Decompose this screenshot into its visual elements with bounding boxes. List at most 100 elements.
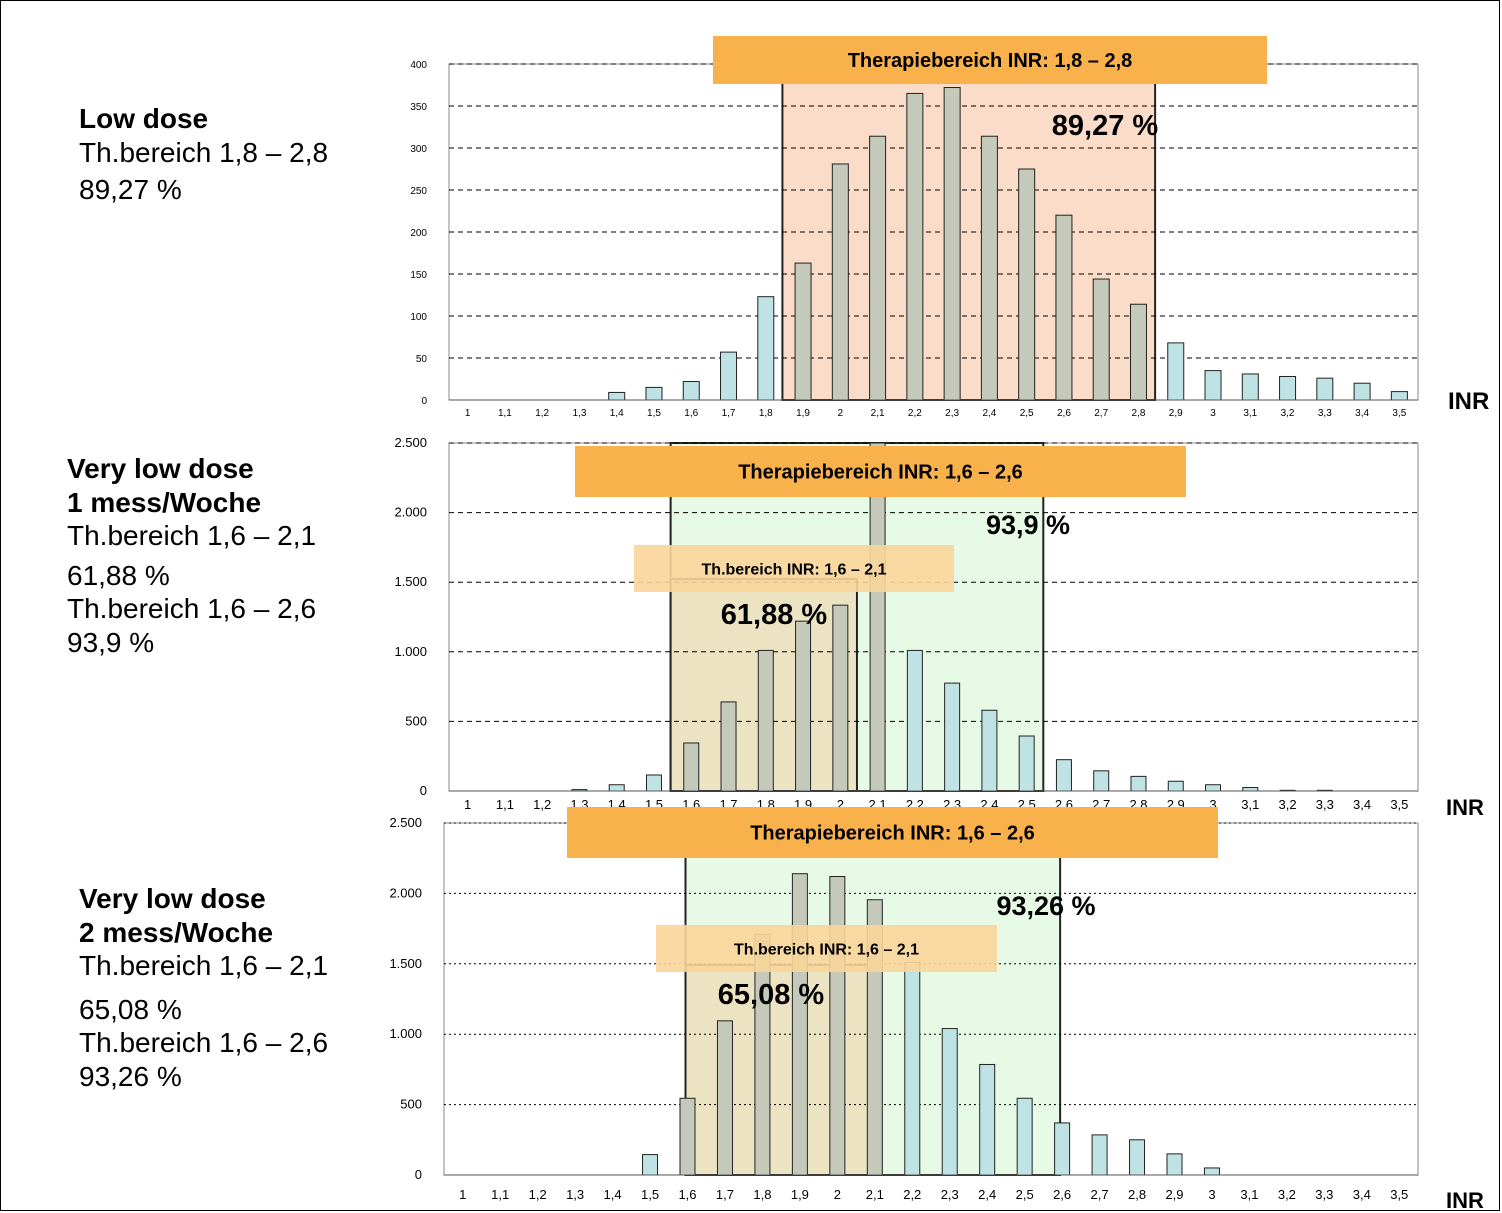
bar-3 — [1203, 1167, 1220, 1176]
bar-2-9 — [1167, 342, 1185, 401]
range-percent-1: 89,27 % — [1052, 110, 1159, 142]
x-tick-label: 2,5 — [1016, 1187, 1034, 1202]
x-tick-label: 2,9 — [1165, 1187, 1183, 1202]
bar-2-1 — [869, 135, 887, 401]
bar-2-2 — [906, 649, 923, 792]
x-tick-label: 1,7 — [722, 408, 736, 419]
y-tick-label: 350 — [410, 102, 427, 113]
bar-1-7 — [720, 701, 737, 792]
range-percent-1: 93,26 % — [996, 891, 1095, 921]
x-tick-label: 1,6 — [684, 408, 698, 419]
x-tick-label: 2,8 — [1132, 408, 1146, 419]
bar-3-3 — [1316, 377, 1334, 401]
x-tick-label: 1,2 — [533, 797, 551, 812]
bar-2-4 — [981, 709, 998, 792]
bar-2-8 — [1129, 303, 1147, 401]
bar-1-4 — [608, 784, 625, 792]
x-tick-label: 1,5 — [641, 1187, 659, 1202]
x-tick-label: 3 — [1209, 797, 1216, 812]
very-low-dose-2-percent2: 93,26 % — [79, 1060, 182, 1092]
x-tick-label: 2,4 — [978, 1187, 996, 1202]
therapy-range-banner — [575, 446, 1186, 497]
x-axis-label: INR — [1448, 388, 1489, 415]
bar-2-4 — [979, 1063, 996, 1176]
x-tick-label: 3,4 — [1353, 797, 1371, 812]
sub-range-banner — [634, 545, 954, 592]
x-tick-label: 2,5 — [1020, 408, 1034, 419]
bar-2-6 — [1055, 759, 1072, 792]
x-tick-label: 2,1 — [871, 408, 885, 419]
bar-2-5 — [1018, 168, 1036, 401]
y-tick-label: 1.500 — [389, 956, 422, 971]
bar-2-8 — [1129, 1139, 1146, 1176]
x-tick-label: 1,4 — [604, 1187, 622, 1202]
x-tick-label: 3 — [1208, 1187, 1215, 1202]
bar-2-9 — [1166, 1153, 1183, 1176]
bar-2-6 — [1055, 214, 1073, 401]
y-tick-label: 2.500 — [389, 815, 422, 830]
sub-range-label: Th.bereich INR: 1,6 – 2,1 — [702, 561, 887, 578]
x-tick-label: 2,1 — [866, 1187, 884, 1202]
range-percent-1: 93,9 % — [986, 510, 1070, 540]
bar-3-5 — [1390, 391, 1408, 401]
very-low-dose-2-range1: Th.bereich 1,6 – 2,1 — [79, 950, 329, 982]
range-percent-2: 65,08 % — [718, 979, 825, 1011]
bar-2 — [831, 163, 849, 401]
bar-3-1 — [1241, 373, 1259, 401]
bar-1-9 — [795, 620, 812, 792]
y-tick-label: 1.000 — [389, 1026, 422, 1041]
bar-1-6 — [683, 742, 700, 792]
very-low-dose-2-legend: Very low dose 2 mess/Woche Th.bereich 1,… — [79, 882, 328, 1094]
x-tick-label: 2,3 — [945, 408, 959, 419]
x-tick-label: 2,7 — [1091, 1187, 1109, 1202]
x-tick-label: 2,7 — [1094, 408, 1108, 419]
x-tick-label: 1,8 — [753, 1187, 771, 1202]
x-tick-label: 3 — [1210, 408, 1216, 419]
y-tick-label: 0 — [415, 1167, 422, 1182]
x-tick-label: 2 — [838, 408, 844, 419]
x-tick-label: 1,4 — [610, 408, 624, 419]
bar-1-5 — [645, 386, 663, 401]
bar-1-7 — [716, 1020, 733, 1176]
x-tick-label: 1 — [464, 797, 471, 812]
therapy-range-label: Therapiebereich INR: 1,6 – 2,6 — [750, 823, 1035, 845]
y-tick-label: 100 — [410, 312, 427, 323]
x-tick-label: 2,3 — [941, 1187, 959, 1202]
x-tick-label: 3,5 — [1390, 797, 1408, 812]
low-dose-percent: 89,27 % — [79, 174, 182, 206]
bar-2-7 — [1093, 770, 1110, 792]
bar-2-5 — [1018, 735, 1035, 792]
bar-2-9 — [1167, 780, 1184, 792]
very-low-dose-1-range1: Th.bereich 1,6 – 2,1 — [67, 520, 317, 552]
x-tick-label: 2,9 — [1169, 408, 1183, 419]
bar-3 — [1204, 370, 1222, 401]
x-tick-label: 3,3 — [1316, 797, 1334, 812]
x-tick-label: 3,4 — [1355, 408, 1369, 419]
range-percent-2: 61,88 % — [721, 599, 828, 631]
very-low-dose-1-range2: Th.bereich 1,6 – 2,6 — [67, 593, 317, 625]
bar-2-3 — [943, 87, 961, 401]
bar-1-7 — [720, 351, 738, 401]
bar-2 — [832, 604, 849, 792]
y-tick-label: 0 — [421, 396, 427, 407]
bar-1-5 — [642, 1154, 659, 1176]
sub-range-label: Th.bereich INR: 1,6 – 2,1 — [734, 941, 919, 958]
y-tick-label: 1.000 — [394, 644, 427, 659]
bar-2 — [829, 876, 846, 1176]
y-tick-label: 500 — [400, 1097, 422, 1112]
bar-2-8 — [1130, 775, 1147, 792]
x-tick-label: 3,2 — [1279, 797, 1297, 812]
x-tick-label: 3,5 — [1390, 1187, 1408, 1202]
bar-2-6 — [1054, 1122, 1071, 1176]
very-low-dose-2-percent1: 65,08 % — [79, 993, 182, 1025]
x-tick-label: 1,9 — [791, 1187, 809, 1202]
bar-3-1 — [1242, 787, 1259, 792]
x-tick-label: 2,4 — [982, 408, 996, 419]
bar-3 — [1205, 784, 1222, 792]
low-dose-legend: Low dose Th.bereich 1,8 – 2,8 89,27 % — [79, 102, 328, 207]
therapy-range-banner — [713, 36, 1267, 84]
x-tick-label: 3,4 — [1353, 1187, 1371, 1202]
x-axis-label: INR — [1446, 1188, 1484, 1213]
y-tick-label: 2.000 — [389, 885, 422, 900]
bar-3-2 — [1279, 375, 1297, 401]
